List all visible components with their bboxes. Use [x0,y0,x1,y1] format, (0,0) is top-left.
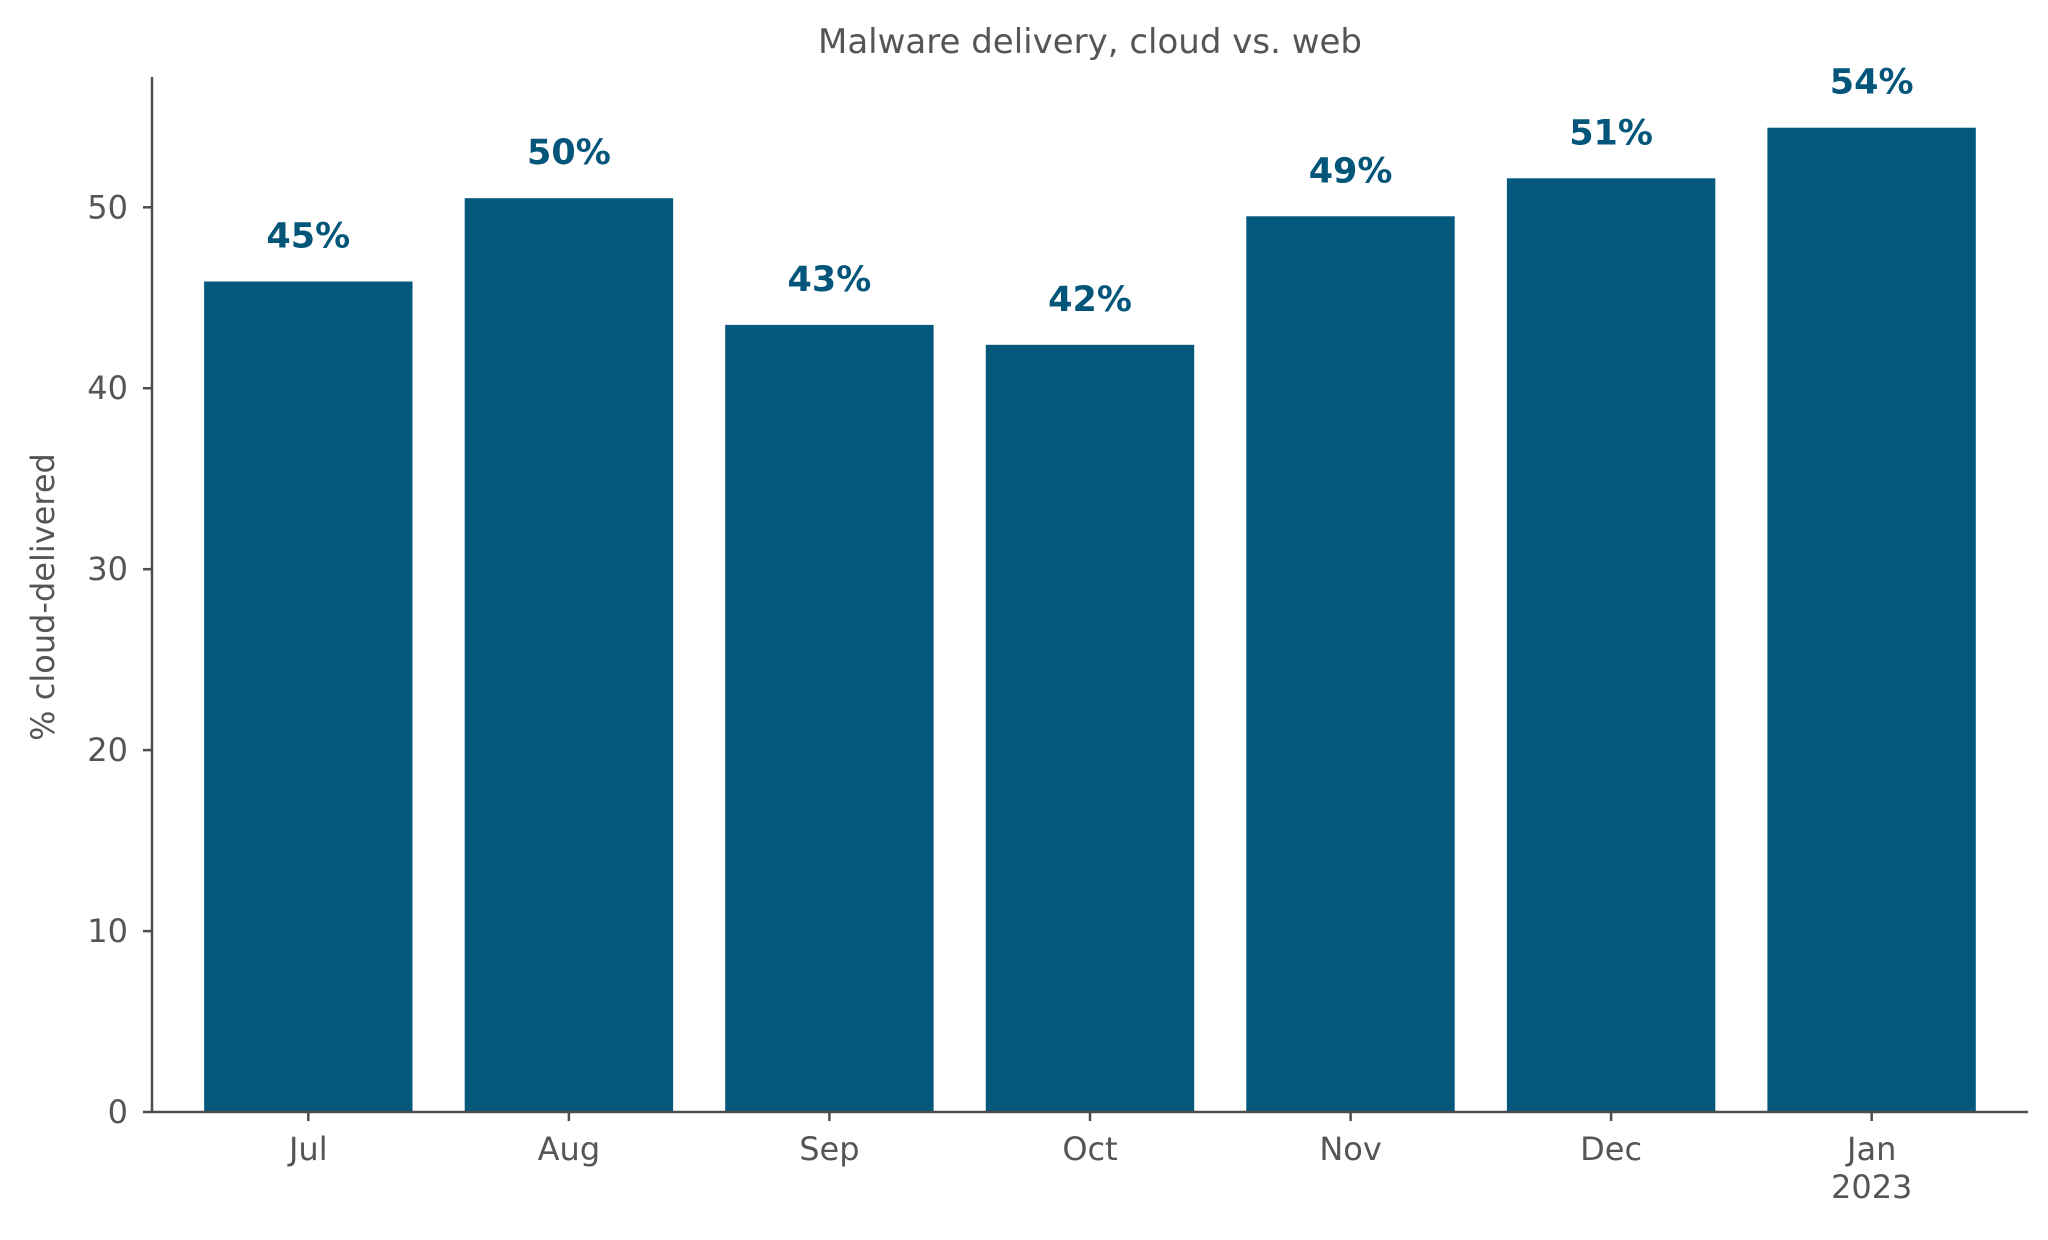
bars-group: 45% 50% 43% 42% 49% 51% 54% [204,63,1976,1113]
y-tick-label-20: 20 [87,731,128,769]
x-tick-label-aug: Aug [538,1130,600,1168]
data-label-sep: 43% [788,260,872,300]
bar-nov [1246,216,1455,1113]
data-label-jan: 54% [1830,63,1914,103]
x-tick-label-oct: Oct [1062,1130,1117,1168]
y-tick-label-0: 0 [108,1093,128,1131]
x-tick-label-jan: Jan [1845,1130,1896,1168]
bar-jul [204,281,413,1112]
y-tick-label-50: 50 [87,188,128,226]
y-axis-ticks: 0 10 20 30 40 50 [87,188,152,1131]
chart-title: Malware delivery, cloud vs. web [818,22,1362,62]
data-label-nov: 49% [1309,151,1393,191]
data-label-dec: 51% [1569,113,1653,153]
x-tick-label-dec: Dec [1580,1130,1642,1168]
y-tick-label-10: 10 [87,912,128,950]
bar-dec [1506,178,1716,1113]
bar-jan [1767,127,1976,1112]
x-tick-label-nov: Nov [1319,1130,1381,1168]
data-label-oct: 42% [1048,280,1132,320]
y-axis-title: % cloud-delivered [24,453,62,741]
y-tick-label-40: 40 [87,369,128,407]
x-tick-label-sep: Sep [799,1130,859,1168]
y-tick-label-30: 30 [87,550,128,588]
bar-aug [464,198,674,1112]
x-tick-sublabel-jan: 2023 [1831,1168,1912,1206]
data-label-aug: 50% [527,133,611,173]
bar-sep [725,324,934,1112]
data-label-jul: 45% [266,217,350,257]
x-tick-label-jul: Jul [287,1130,328,1168]
bar-oct [985,344,1195,1112]
